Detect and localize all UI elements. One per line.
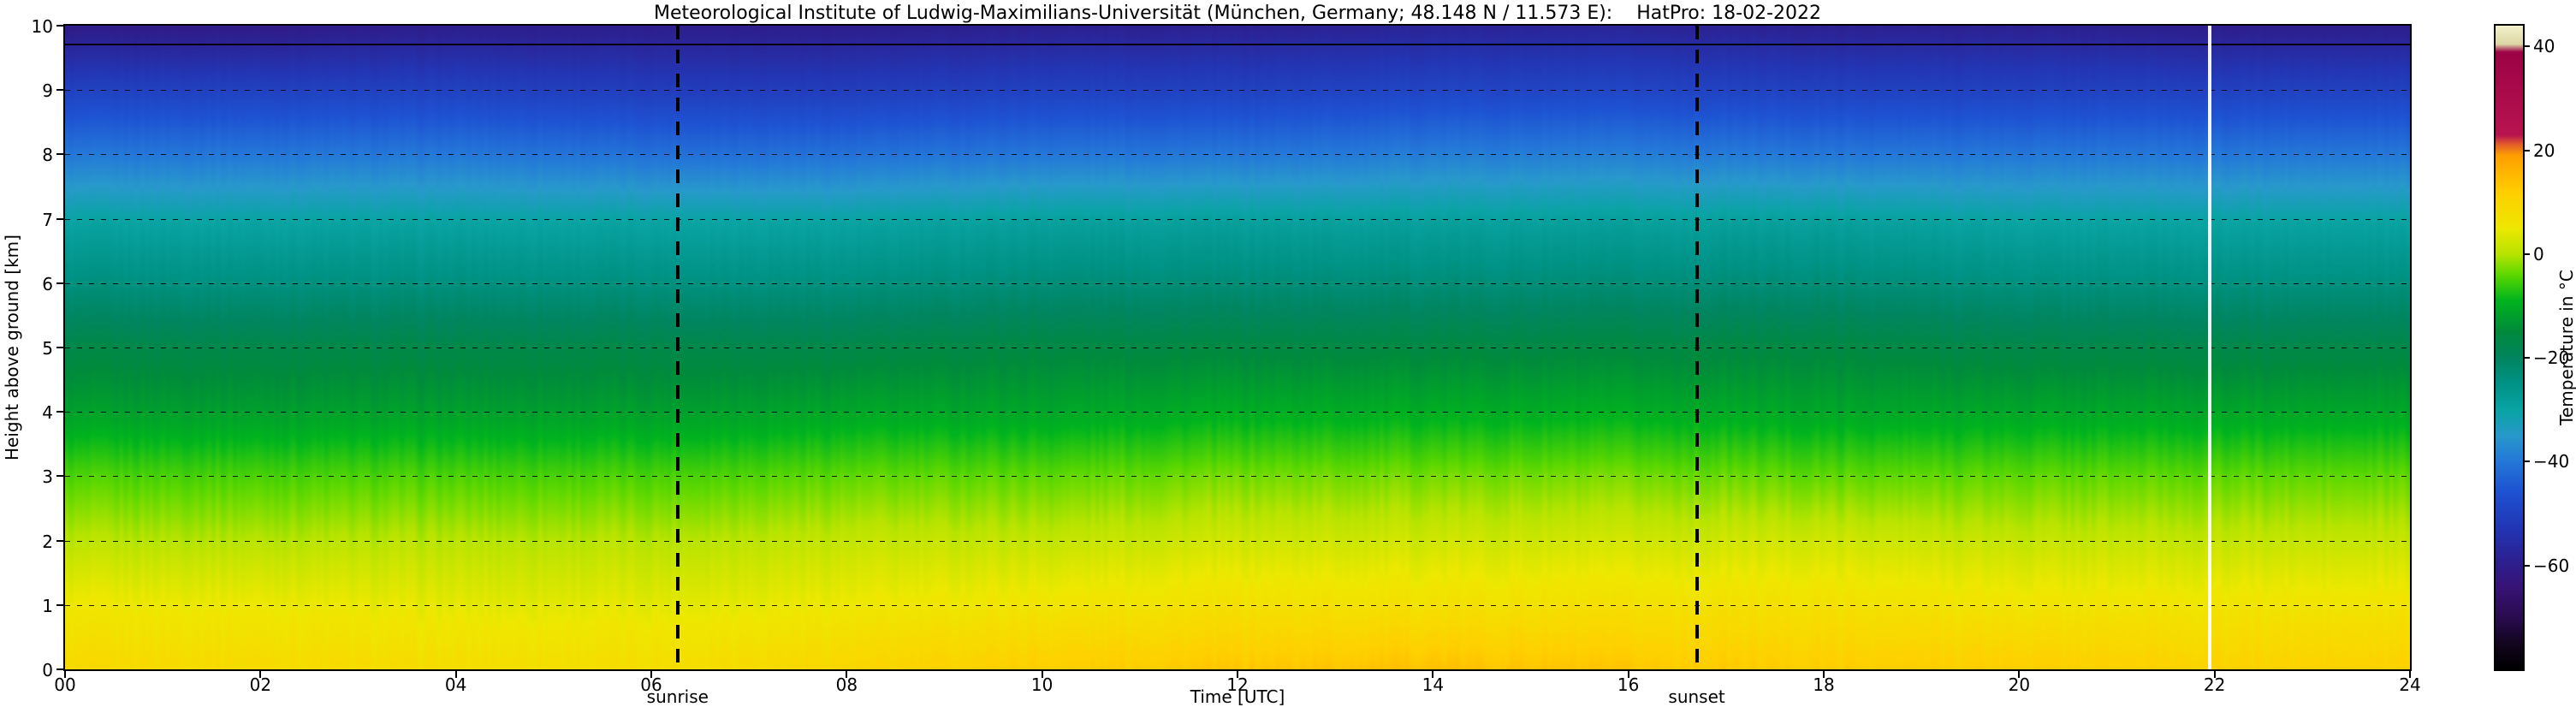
x-tick [259,671,262,678]
figure-title: Meteorological Institute of Ludwig-Maxim… [653,3,1822,24]
y-tick [56,347,63,348]
y-tick [56,603,63,606]
x-tick [1041,671,1043,678]
x-tick [2409,671,2411,678]
sunset-label: sunset [1668,686,1725,707]
missing-data-stripe [2207,26,2211,669]
x-tick [1823,671,1825,678]
y-tick-label: 6 [42,273,53,294]
x-tick-label: 18 [1813,674,1835,695]
colorbar-tick [2525,460,2530,463]
colorbar-tick [2525,357,2530,359]
x-tick-label: 04 [444,674,467,695]
x-tick-label: 02 [249,674,272,695]
x-tick-label: 16 [1617,674,1640,695]
gridline-9km [65,90,2410,92]
y-tick-label: 1 [42,595,53,616]
x-tick-label: 14 [1422,674,1445,695]
colorbar-tick-label: −20 [2533,348,2570,369]
x-tick-label: 10 [1030,674,1054,695]
y-tick [56,411,63,413]
sunset-line [1695,26,1699,669]
colorbar-gradient-canvas [2496,26,2523,669]
y-tick-label: 8 [42,145,53,166]
upper-boundary-line [65,44,2410,46]
y-tick-label: 7 [42,209,53,230]
colorbar-tick [2525,45,2530,48]
x-tick-label: 00 [54,674,76,695]
y-tick-label: 4 [42,402,53,424]
x-axis-label: Time [UTC] [1190,686,1285,707]
colorbar-tick [2525,564,2530,567]
x-tick-label: 08 [835,674,858,695]
x-tick-label: 12 [1226,674,1249,695]
colorbar-tick [2525,149,2530,152]
y-tick [56,668,63,670]
x-tick-label: 24 [2399,674,2421,695]
colorbar-tick-label: 0 [2533,243,2544,264]
colorbar [2494,24,2525,671]
x-tick [1432,671,1434,678]
gridline-3km [65,476,2410,478]
x-tick-label: 22 [2203,674,2226,695]
y-tick [56,539,63,542]
y-tick-label: 5 [42,338,53,359]
y-tick-label: 9 [42,80,53,102]
y-tick [56,89,63,92]
x-tick [64,671,66,678]
x-tick [1627,671,1629,678]
sunrise-label: sunrise [646,686,709,707]
x-tick [2213,671,2216,678]
x-tick [1237,671,1238,678]
gridline-4km [65,412,2410,413]
plot-area [63,24,2412,671]
y-tick-label: 2 [42,531,53,552]
colorbar-tick-label: −40 [2533,451,2570,472]
plot-overlay [65,26,2410,669]
y-tick [56,153,63,156]
x-tick [846,671,848,678]
x-tick-label: 20 [2008,674,2031,695]
y-tick [56,475,63,478]
x-tick [650,671,652,678]
colorbar-tick-label: 40 [2533,36,2555,57]
y-tick [56,25,63,27]
y-tick [56,217,63,220]
y-tick-label: 0 [42,660,53,680]
sunrise-line [675,26,680,669]
gridline-1km [65,604,2410,606]
x-tick [454,671,457,678]
colorbar-tick [2525,253,2530,255]
y-tick-label: 10 [31,16,53,37]
gridline-8km [65,154,2410,156]
x-tick [2018,671,2021,678]
gridline-6km [65,282,2410,284]
x-tick-label: 06 [640,674,662,695]
y-tick [56,282,63,284]
y-tick-label: 3 [42,466,53,488]
gridline-7km [65,218,2410,220]
gridline-2km [65,540,2410,542]
colorbar-tick-label: 20 [2533,140,2555,161]
colorbar-tick-label: −60 [2533,555,2570,576]
